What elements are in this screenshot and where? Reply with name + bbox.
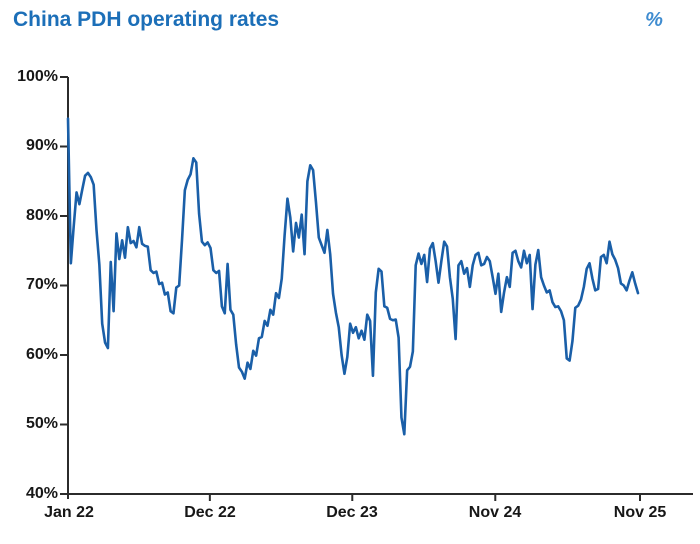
chart-title: China PDH operating rates bbox=[13, 8, 280, 31]
y-axis-unit-label: % bbox=[645, 9, 663, 31]
x-tick-label-jan22: Jan 22 bbox=[44, 504, 94, 521]
x-tick-label-nov25: Nov 25 bbox=[613, 504, 667, 521]
y-tick-label-60: 60% bbox=[25, 346, 58, 363]
x-tick-label-nov24: Nov 24 bbox=[468, 504, 522, 521]
x-tick-label-dec22: Dec 22 bbox=[184, 504, 236, 521]
series-line-china-pdh-operating-rate bbox=[66, 117, 640, 436]
y-tick-label-50: 50% bbox=[25, 415, 58, 432]
y-tick-label-80: 80% bbox=[25, 207, 58, 224]
y-tick-label-40: 40% bbox=[25, 485, 58, 502]
x-tick-label-dec23: Dec 23 bbox=[326, 504, 378, 521]
y-tick-label-70: 70% bbox=[25, 276, 58, 293]
y-tick-label-90: 90% bbox=[25, 137, 58, 154]
y-tick-label-100: 100% bbox=[17, 68, 58, 85]
